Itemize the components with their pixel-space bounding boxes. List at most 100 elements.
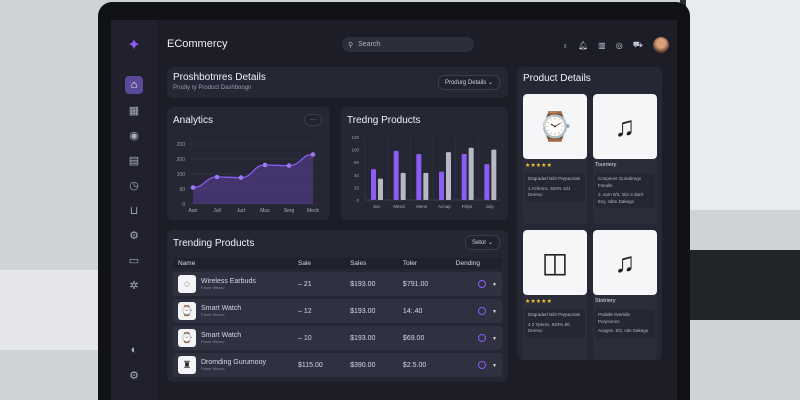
basket-icon[interactable]: ⊔ bbox=[129, 204, 139, 217]
product-name: Smart Watch bbox=[201, 332, 242, 339]
description-line: Degraded Nith Parpaorats bbox=[528, 176, 581, 181]
trending-chart-title: Tredng Products bbox=[347, 115, 421, 126]
bar bbox=[378, 178, 383, 200]
page-title: Proshbotnres Details bbox=[173, 72, 266, 83]
product-thumbnail: ♜ bbox=[178, 356, 196, 374]
row-menu-caret-icon[interactable]: ▼ bbox=[492, 335, 497, 342]
bar bbox=[446, 152, 451, 200]
trending-table-card: Trending Products Setor ⌄ Name Sale Sales T… bbox=[167, 230, 508, 382]
table-row[interactable]: ⌚ Smart Watch Fanm Wezzo – 10 $193.00 $69.… bbox=[173, 326, 502, 350]
table-row[interactable]: ◌ Wireless Earbuds Fanm Wezzo – 21 $193.00… bbox=[173, 272, 502, 296]
sales-cell: $193.00 bbox=[345, 272, 398, 296]
description-line: Anagss. 6/3, nitn Dakego bbox=[598, 328, 649, 334]
product-card-description: Degraded Nith Parpaorats 1 Achemx. 923% 1… bbox=[525, 173, 585, 202]
description-line: 1 Achemx. 923% 101 Dereso bbox=[528, 185, 571, 198]
bar bbox=[423, 172, 429, 200]
description-line: Conpever Gurediregn Fsnalls bbox=[598, 176, 642, 188]
x-tick-label: Meck bbox=[307, 208, 319, 214]
product-card[interactable]: ♫ Stotriery Podalle Ilvertdie Porpsonns A… bbox=[593, 230, 657, 360]
smart-watch-image: ⌚ bbox=[523, 94, 587, 159]
toler-cell: $69.00 bbox=[397, 326, 451, 350]
rating-stars: ★★★★★ bbox=[525, 163, 552, 169]
status-ring-icon[interactable] bbox=[478, 334, 487, 342]
sort-dropdown[interactable]: Setor ⌄ bbox=[464, 235, 500, 250]
dashboard-screen: ✦ ⌂ ▦ ◉ ▤ ◷ ⊔ ⚙ ▭ ✲ ◐ ⚙ ECommercy ⚲ Searc… bbox=[111, 20, 677, 400]
grid-icon[interactable]: ▦ bbox=[128, 104, 140, 117]
y-tick-label: 100 bbox=[351, 135, 359, 140]
app-title: ECommercy bbox=[167, 38, 228, 50]
product-card[interactable]: ◫ ★★★★★ Degraded Nith Parpaorats 4.2 Yper… bbox=[523, 230, 587, 360]
row-menu-caret-icon[interactable]: ▼ bbox=[492, 362, 497, 369]
logo-icon: ✦ bbox=[127, 37, 141, 54]
table-title: Trending Products bbox=[173, 238, 255, 249]
analytics-menu-button[interactable]: ··· bbox=[304, 114, 322, 126]
product-card-title: Tourriery bbox=[595, 162, 617, 168]
search-placeholder: Search bbox=[358, 41, 381, 48]
earbuds-case-image: ◫ bbox=[523, 230, 587, 295]
status-ring-icon[interactable] bbox=[478, 361, 487, 369]
table-row[interactable]: ⌚ Smart Watch Fanm Wezzo – 12 $193.00 14:.… bbox=[173, 299, 502, 323]
bell-icon[interactable]: 🔔︎ bbox=[578, 40, 589, 50]
x-tick-label: Mend bbox=[393, 204, 405, 209]
product-card-description: Degraded Nith Parpaorats 4.2 Yperex. 923%… bbox=[525, 309, 585, 338]
x-tick-label: Acnap bbox=[438, 204, 451, 209]
x-tick-label: Filips bbox=[462, 204, 473, 209]
cart-icon[interactable]: ⛟ bbox=[632, 40, 643, 49]
column-header[interactable]: Toler bbox=[397, 258, 451, 269]
column-header[interactable]: Sale bbox=[293, 258, 346, 269]
earbuds-image: ♫ bbox=[593, 230, 657, 295]
search-input[interactable]: ⚲ Search bbox=[342, 37, 474, 52]
sale-cell: – 10 bbox=[293, 326, 346, 350]
table-row[interactable]: ♜ Dromding Gurumooy Fanm Wezzo $115.00 $39… bbox=[173, 353, 502, 377]
description-line: 4.2 Yperex. 923% 80 Dereso bbox=[528, 321, 570, 334]
product-card[interactable]: ♫ Tourriery Conpever Gurediregn Fsnalls 3… bbox=[593, 94, 657, 224]
sales-cell: $193.00 bbox=[345, 326, 398, 350]
avatar[interactable] bbox=[652, 37, 669, 53]
data-point bbox=[190, 185, 196, 190]
product-name: Wireless Earbuds bbox=[201, 278, 256, 285]
lightbulb-icon[interactable]: ♁ bbox=[562, 40, 568, 50]
product-vendor: Fanm Wezzo bbox=[201, 339, 225, 344]
home-icon[interactable]: ⌂ bbox=[125, 76, 143, 94]
product-details-dropdown[interactable]: Produrg Details ⌄ bbox=[437, 75, 500, 90]
title-card: Proshbotnres Details Prodly ry Product D… bbox=[167, 67, 508, 98]
product-details-panel: Product Details ⌚ ★★★★★ Degraded Nith Pa… bbox=[517, 67, 662, 360]
toler-cell: $2.5.00 bbox=[397, 353, 451, 377]
camera-icon[interactable]: ▭ bbox=[128, 254, 140, 267]
area-fill bbox=[193, 154, 313, 204]
settings-icon[interactable]: ⚙ bbox=[129, 229, 139, 242]
clock-icon[interactable]: ◷ bbox=[129, 179, 139, 192]
product-card[interactable]: ⌚ ★★★★★ Degraded Nith Parpaorats 1 Achemx… bbox=[523, 94, 587, 224]
user-shield-icon[interactable]: ◎ bbox=[615, 40, 623, 50]
y-tick-label: 40 bbox=[354, 173, 360, 178]
sales-cell: $193.00 bbox=[345, 299, 398, 323]
search-icon: ⚲ bbox=[348, 41, 354, 49]
product-name: Dromding Gurumooy bbox=[201, 359, 266, 366]
cog-icon[interactable]: ⚙ bbox=[129, 369, 139, 382]
document-icon[interactable]: ▤ bbox=[128, 154, 140, 167]
y-tick-label: 0 bbox=[356, 198, 359, 203]
column-header[interactable]: Name bbox=[173, 258, 293, 269]
status-ring-icon[interactable] bbox=[478, 280, 487, 288]
data-point bbox=[310, 152, 316, 157]
gear-icon[interactable]: ✲ bbox=[129, 279, 139, 292]
y-tick-label: 100 bbox=[177, 172, 186, 178]
bar bbox=[484, 164, 490, 200]
globe-icon[interactable]: ◉ bbox=[129, 129, 139, 142]
moon-icon[interactable]: ◐ bbox=[130, 344, 138, 356]
product-thumbnail: ⌚ bbox=[178, 329, 196, 347]
chart-icon[interactable]: ▥ bbox=[598, 40, 606, 50]
row-menu-caret-icon[interactable]: ▼ bbox=[492, 281, 497, 288]
bar bbox=[416, 154, 422, 200]
product-vendor: Fanm Wezzo bbox=[201, 312, 225, 317]
sale-cell: $115.00 bbox=[293, 353, 346, 377]
column-header[interactable]: Dending bbox=[450, 258, 502, 269]
product-vendor: Fanm Wezzo bbox=[201, 285, 225, 290]
status-ring-icon[interactable] bbox=[478, 307, 487, 315]
row-menu-caret-icon[interactable]: ▼ bbox=[492, 308, 497, 315]
column-header[interactable]: Sales bbox=[345, 258, 398, 269]
bar bbox=[371, 169, 376, 200]
bar bbox=[491, 149, 497, 200]
product-details-title: Product Details bbox=[523, 73, 591, 84]
sales-cell: $390.00 bbox=[345, 353, 398, 377]
